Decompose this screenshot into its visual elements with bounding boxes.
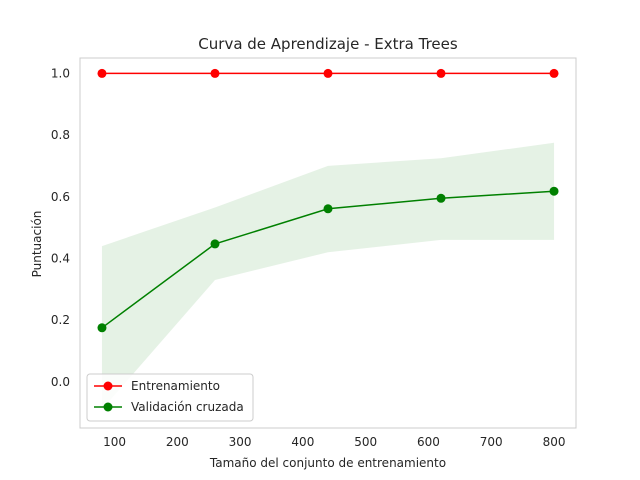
series-points — [97, 68, 559, 333]
x-tick-label: 800 — [543, 435, 566, 449]
x-axis-label: Tamaño del conjunto de entrenamiento — [209, 456, 446, 470]
x-tick-label: 400 — [291, 435, 314, 449]
x-tick-label: 600 — [417, 435, 440, 449]
x-tick-label: 500 — [354, 435, 377, 449]
x-tick-label: 200 — [166, 435, 189, 449]
legend-label-validacion: Validación cruzada — [131, 400, 244, 414]
point-entrenamiento — [549, 68, 559, 78]
legend-label-entrenamiento: Entrenamiento — [131, 379, 220, 393]
y-tick-label: 0.4 — [51, 251, 70, 265]
y-axis-label: Puntuación — [30, 211, 44, 278]
point-entrenamiento — [97, 68, 107, 78]
x-tick-label: 700 — [480, 435, 503, 449]
point-entrenamiento — [323, 68, 333, 78]
point-validacion-cruzada — [323, 204, 333, 214]
band-validacion-cruzada — [101, 142, 555, 410]
legend: Entrenamiento Validación cruzada — [86, 373, 254, 422]
y-axis-ticks: 0.0 0.2 0.4 0.6 0.8 1.0 — [51, 66, 70, 388]
point-entrenamiento — [210, 68, 220, 78]
y-tick-label: 0.6 — [51, 190, 70, 204]
x-axis-ticks: 100 200 300 400 500 600 700 800 — [103, 435, 565, 449]
legend-marker-entrenamiento — [103, 381, 113, 391]
y-tick-label: 1.0 — [51, 66, 70, 80]
y-tick-label: 0.8 — [51, 128, 70, 142]
point-validacion-cruzada — [97, 323, 107, 333]
point-validacion-cruzada — [210, 239, 220, 249]
y-tick-label: 0.0 — [51, 375, 70, 389]
y-tick-label: 0.2 — [51, 313, 70, 327]
confidence-bands — [101, 142, 555, 410]
chart-title: Curva de Aprendizaje - Extra Trees — [198, 35, 458, 53]
x-tick-label: 100 — [103, 435, 126, 449]
legend-marker-validacion — [103, 402, 113, 412]
legend-box — [86, 373, 254, 422]
point-entrenamiento — [436, 68, 446, 78]
point-validacion-cruzada — [436, 193, 446, 203]
x-tick-label: 300 — [229, 435, 252, 449]
plot-area-frame — [79, 57, 577, 429]
point-validacion-cruzada — [549, 186, 559, 196]
